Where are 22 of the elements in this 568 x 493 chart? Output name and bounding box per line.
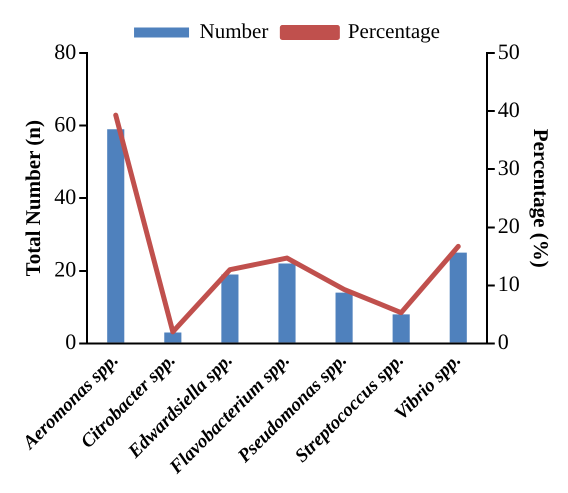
y-tick-label: 60	[54, 111, 76, 136]
bar	[107, 129, 124, 342]
y2-tick-label: 0	[498, 329, 509, 354]
y2-tick-label: 10	[498, 271, 520, 296]
y-tick-label: 80	[54, 38, 76, 64]
y-axis-title: Total Number (n)	[21, 120, 46, 276]
bar	[450, 252, 467, 342]
bar	[336, 292, 353, 342]
bar	[221, 274, 238, 342]
y-tick-label: 40	[54, 184, 76, 209]
legend-label: Percentage	[348, 19, 440, 44]
y2-tick-label: 20	[498, 213, 520, 238]
bar	[278, 264, 296, 342]
y2-tick-label: 30	[498, 154, 520, 180]
y2-tick-label: 50	[498, 38, 520, 64]
bar	[164, 332, 182, 342]
y2-axis-title: Percentage (%)	[528, 128, 553, 268]
legend-label: Number	[200, 19, 268, 44]
y-tick-label: 0	[65, 329, 76, 354]
y-tick-label: 20	[54, 256, 76, 282]
y2-tick-label: 40	[498, 96, 520, 122]
bar	[392, 314, 410, 342]
